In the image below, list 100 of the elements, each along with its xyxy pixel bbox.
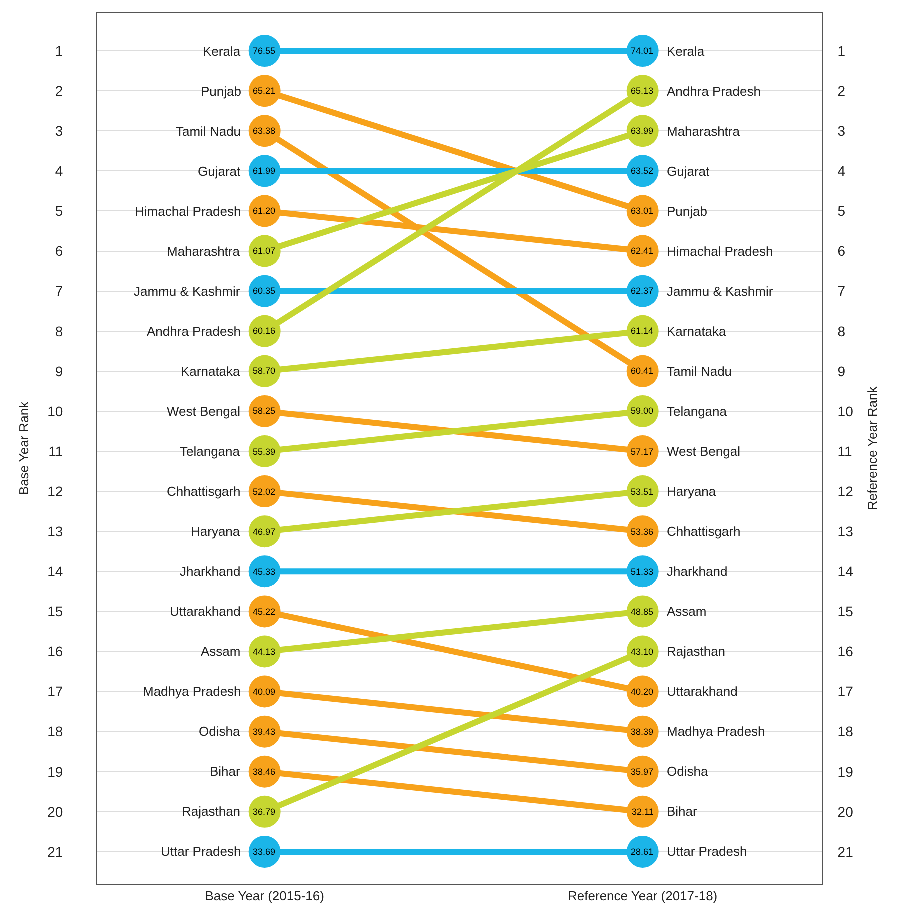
text: Maharashtra <box>167 244 240 259</box>
y2-tick-label: 18 <box>838 724 854 740</box>
annotation: 48.85 <box>631 607 654 617</box>
y-tick-label: 1 <box>55 42 64 59</box>
series-label: Karnataka <box>667 324 728 339</box>
annotation: 40.09 <box>253 687 276 697</box>
annotation: 57.17 <box>631 447 654 457</box>
y2-tick-label: 15 <box>838 604 854 620</box>
y-tick-label: 21 <box>48 844 64 860</box>
text: Assam <box>667 604 707 619</box>
y2-tick-label: 13 <box>838 524 854 540</box>
y2-tick-label: 5 <box>838 203 846 220</box>
y-tick-label: 13 <box>48 524 64 540</box>
text: Uttarakhand <box>667 684 738 699</box>
series-label: Odisha <box>667 764 709 779</box>
text: Bihar <box>210 764 240 779</box>
annotation: 58.25 <box>253 406 276 416</box>
annotation: 55.39 <box>253 447 276 457</box>
series-label: Maharashtra <box>667 124 741 139</box>
y-tick-label: 16 <box>48 644 64 660</box>
y2-tick-label: 7 <box>838 283 846 300</box>
annotation: 65.13 <box>631 86 654 96</box>
y-tick-label: 14 <box>48 564 64 580</box>
text: Punjab <box>667 204 708 219</box>
annotation: 58.70 <box>253 366 276 376</box>
annotation: 61.14 <box>631 326 654 336</box>
series-label: Punjab <box>201 84 242 99</box>
y-tick-label: 11 <box>48 443 64 460</box>
annotation: 76.55 <box>253 46 276 56</box>
annotation: 32.11 <box>632 807 654 817</box>
text: Tamil Nadu <box>667 364 732 379</box>
annotation: 35.97 <box>631 767 654 777</box>
annotation: 62.41 <box>631 246 654 256</box>
series-label: Telangana <box>667 404 728 419</box>
text: Rajasthan <box>182 804 241 819</box>
text: Chhattisgarh <box>667 524 741 539</box>
annotation: 40.20 <box>631 687 654 697</box>
y-tick-label: 7 <box>55 283 64 300</box>
y-tick-label: 20 <box>48 804 64 820</box>
annotation: 65.21 <box>253 86 276 96</box>
series-label: Gujarat <box>667 164 710 179</box>
y-tick-label: 19 <box>48 764 64 780</box>
text: Madhya Pradesh <box>667 724 766 739</box>
series-label: Chhattisgarh <box>167 484 241 499</box>
annotation: 38.39 <box>631 727 654 737</box>
series-label: Bihar <box>667 804 698 819</box>
y2-tick-label: 10 <box>838 403 854 420</box>
annotation: 45.22 <box>253 607 276 617</box>
annotation: 74.01 <box>631 46 654 56</box>
annotation: 46.97 <box>253 527 276 537</box>
y2-tick-label: 9 <box>838 363 846 380</box>
y-tick-label: 3 <box>55 123 64 140</box>
y2-tick-label: 17 <box>838 684 854 700</box>
series-label: Tamil Nadu <box>176 124 242 139</box>
y-tick-label: 17 <box>48 684 64 700</box>
y2-tick-label: 11 <box>838 443 853 460</box>
y2-tick-label: 12 <box>838 483 854 500</box>
text: West Bengal <box>167 404 240 419</box>
y2-tick-label: 6 <box>838 243 846 260</box>
annotation: 61.20 <box>253 206 276 216</box>
text: Telangana <box>180 444 240 459</box>
x-tick-label: Reference Year (2017-18) <box>568 888 718 904</box>
annotation: 39.43 <box>253 727 276 737</box>
series-label: Uttarakhand <box>170 604 241 619</box>
annotation: 33.69 <box>253 847 276 857</box>
y2-tick-label: 3 <box>838 123 846 140</box>
text: Uttar Pradesh <box>667 844 748 859</box>
annotation: 53.51 <box>631 487 654 497</box>
annotation: 38.46 <box>253 767 276 777</box>
y-tick-label: 18 <box>48 724 64 740</box>
text: Jammu & Kashmir <box>134 284 240 299</box>
text: Haryana <box>191 524 240 539</box>
series-label: Andhra Pradesh <box>147 324 241 339</box>
y-tick-label: 10 <box>48 403 64 420</box>
annotation: 61.07 <box>253 246 276 256</box>
text: Gujarat <box>198 164 241 179</box>
series-label: Uttar Pradesh <box>161 844 242 859</box>
y2-tick-label: 4 <box>838 163 846 180</box>
y2-axis-title: Reference Year Rank <box>865 386 880 510</box>
annotation: 44.13 <box>253 647 276 657</box>
y-tick-label: 2 <box>55 82 64 99</box>
annotation: 61.99 <box>253 166 276 176</box>
y-tick-label: 12 <box>48 483 64 500</box>
text: Jharkhand <box>667 564 728 579</box>
annotation: 60.41 <box>631 366 654 376</box>
y-tick-label: 4 <box>55 163 64 180</box>
y2-tick-label: 8 <box>838 323 846 340</box>
annotation: 52.02 <box>253 487 276 497</box>
y2-tick-label: 14 <box>838 564 854 580</box>
y-tick-label: 6 <box>55 243 64 260</box>
annotation: 28.61 <box>631 847 654 857</box>
series-label: Himachal Pradesh <box>135 204 242 219</box>
text: Odisha <box>199 724 240 739</box>
series-label: Assam <box>201 644 241 659</box>
y2-tick-label: 20 <box>838 804 854 820</box>
y-tick-label: 15 <box>48 604 64 620</box>
y2-tick-label: 1 <box>838 42 846 59</box>
y2-tick-label: 21 <box>838 844 854 860</box>
y2-tick-label: 16 <box>838 644 854 660</box>
annotation: 63.38 <box>253 126 276 136</box>
